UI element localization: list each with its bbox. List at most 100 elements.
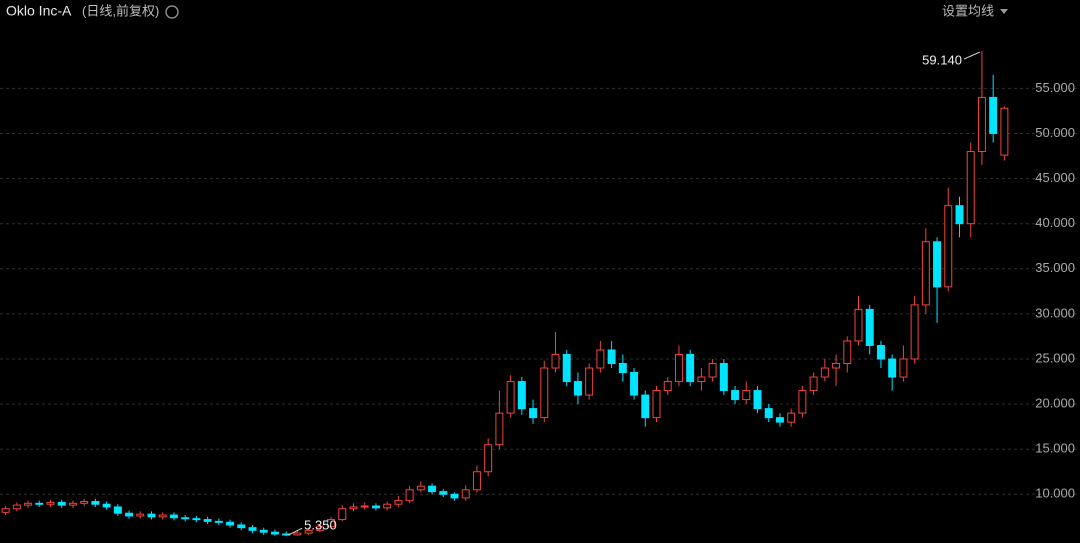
chart-title: Oklo Inc-A [6, 3, 72, 19]
candle-body [787, 412, 796, 423]
candle-body [506, 381, 515, 414]
candle-body [293, 532, 302, 536]
candle-body [46, 501, 55, 505]
annotation-arrow [963, 51, 981, 60]
ma-settings[interactable]: 设置均线 [942, 3, 994, 18]
candle-body [888, 358, 897, 378]
candle-body [674, 353, 683, 383]
y-tick-label: 45.000 [1035, 170, 1075, 185]
candle-body [697, 376, 706, 383]
candle-body [405, 489, 414, 502]
candle-body [876, 344, 885, 360]
candle-body [517, 381, 526, 410]
candle-body [237, 524, 246, 529]
candle-body [843, 340, 852, 365]
candle-body [495, 412, 504, 446]
candle-body [12, 504, 21, 510]
candle-body [24, 502, 33, 506]
candle-body [731, 390, 740, 401]
y-tick-label: 15.000 [1035, 441, 1075, 456]
candle-body [181, 517, 190, 520]
candle-body [753, 390, 762, 410]
candle-body [708, 363, 717, 378]
candle-body [820, 367, 829, 378]
candle-body [719, 363, 728, 392]
candle-body [226, 521, 235, 526]
candle-body [169, 514, 178, 519]
candle-body [259, 529, 268, 533]
y-tick-label: 35.000 [1035, 260, 1075, 275]
candle-body [270, 531, 279, 535]
candle-body [966, 151, 975, 225]
candle-body [35, 502, 44, 505]
y-tick-label: 30.000 [1035, 305, 1075, 320]
candle-body [865, 308, 874, 346]
candle-body [1000, 107, 1009, 156]
candle-body [1, 508, 10, 513]
candle-body [80, 501, 89, 504]
chart-subtitle: (日线,前复权) [82, 3, 159, 18]
candle-body [630, 372, 639, 396]
candle-body [585, 367, 594, 396]
candle-body [383, 503, 392, 509]
candle-body [394, 500, 403, 505]
y-tick-label: 10.000 [1035, 486, 1075, 501]
candle-body [529, 408, 538, 419]
candle-body [158, 514, 167, 518]
candle-body [192, 518, 201, 521]
candle-body [136, 513, 145, 517]
candle-body [214, 520, 223, 523]
candle-body [910, 304, 919, 360]
candle-body [899, 358, 908, 378]
annotation-label: 59.140 [922, 52, 962, 67]
y-tick-label: 50.000 [1035, 125, 1075, 140]
candle-body [304, 529, 313, 534]
candle-body [955, 205, 964, 225]
candle-body [349, 506, 358, 510]
settings-icon[interactable] [165, 5, 179, 19]
candle-body [652, 390, 661, 419]
candle-body [562, 353, 571, 383]
candle-body [450, 493, 459, 499]
candle-body [573, 381, 582, 396]
candle-body [360, 505, 369, 508]
candle-body [315, 526, 324, 531]
candle-body [68, 502, 77, 506]
candle-body [540, 367, 549, 419]
candle-body [57, 501, 66, 506]
candle-body [113, 506, 122, 514]
candle-body [764, 408, 773, 419]
candle-body [809, 376, 818, 392]
dropdown-arrow[interactable] [1000, 9, 1008, 14]
candle-body [125, 512, 134, 517]
candle-body [854, 308, 863, 342]
candle-body [933, 241, 942, 288]
candle-body [663, 381, 672, 392]
candle-body [147, 513, 156, 518]
candle-body [102, 503, 111, 508]
candle-body [596, 349, 605, 369]
candle-body [371, 505, 380, 509]
candle-body [607, 349, 616, 365]
y-tick-label: 20.000 [1035, 396, 1075, 411]
candle-body [439, 491, 448, 495]
y-tick-label: 40.000 [1035, 215, 1075, 230]
annotation-label: 5.350 [304, 518, 337, 533]
candle-body [248, 527, 257, 531]
candle-body [989, 96, 998, 134]
candle-body [551, 353, 560, 369]
y-tick-label: 25.000 [1035, 350, 1075, 365]
annotation-arrow [287, 527, 303, 536]
candle-body [798, 390, 807, 414]
candle-body [203, 519, 212, 522]
y-tick-label: 55.000 [1035, 80, 1075, 95]
candle-body [686, 353, 695, 383]
candle-body [742, 390, 751, 401]
candle-body [921, 241, 930, 306]
candle-body [416, 485, 425, 491]
candle-body [832, 363, 841, 369]
candle-body [472, 471, 481, 491]
candle-body [484, 444, 493, 473]
candle-body [775, 417, 784, 423]
